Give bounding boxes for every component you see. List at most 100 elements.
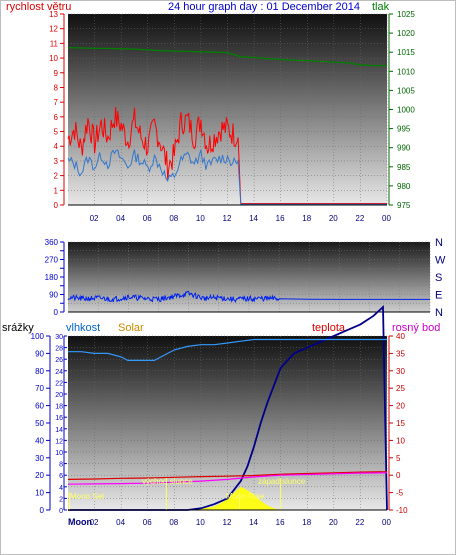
pressure-y-tick-label: 1000 xyxy=(397,106,415,115)
humidity-line xyxy=(68,338,387,361)
wind-y-tick-label: 2 xyxy=(54,172,59,181)
humidity-y-tick-label: 12 xyxy=(55,438,63,445)
wind-y-tick-label: 1 xyxy=(54,186,59,195)
compass-label-s: S xyxy=(435,272,442,284)
pressure-y-tick-label: 990 xyxy=(397,144,411,153)
rain-y-tick-label: 80 xyxy=(35,367,44,376)
humidity-y-tick-label: 10 xyxy=(55,450,63,457)
wind-x-tick-label: 04 xyxy=(116,214,125,223)
pressure-y-tick-label: 1005 xyxy=(397,86,415,95)
wind-x-tick-label: 08 xyxy=(169,214,178,223)
humidity-temp-axes: 0102030405060708090100024681012141618202… xyxy=(31,332,408,527)
humidity-x-tick-label: 20 xyxy=(329,518,338,527)
humidity-y-tick-label: 8 xyxy=(59,462,63,469)
wind-y-tick-label: 7 xyxy=(54,98,59,107)
rain-axis-title: srážky xyxy=(2,322,34,334)
direction-y-tick-label: 0 xyxy=(54,308,59,317)
compass-label-w: W xyxy=(435,255,446,267)
temperature-y-tick-label: 25 xyxy=(396,384,405,393)
pressure-y-tick-label: 975 xyxy=(397,201,411,210)
wind-average-line xyxy=(67,149,387,205)
direction-y-tick-label: 360 xyxy=(45,238,59,247)
humidity-y-tick-label: 28 xyxy=(55,346,63,353)
wind-y-tick-label: 10 xyxy=(49,54,58,63)
wind-axis-title: rychlost větru xyxy=(6,1,71,13)
humidity-x-tick-label: 10 xyxy=(196,518,205,527)
wind-x-tick-label: 02 xyxy=(90,214,99,223)
moon-set-label: Moon Set xyxy=(70,492,105,501)
wind-y-tick-label: 8 xyxy=(54,83,59,92)
temperature-y-tick-label: 5 xyxy=(396,454,401,463)
pressure-y-tick-label: 995 xyxy=(397,125,411,134)
humidity-axis-title: vlhkost xyxy=(66,322,100,334)
wind-pressure-series xyxy=(67,46,387,205)
rain-y-tick-label: 10 xyxy=(35,489,44,498)
wind-direction-grid xyxy=(68,241,431,313)
wind-x-tick-label: 20 xyxy=(329,214,338,223)
temperature-axis-title: teplota xyxy=(312,322,346,334)
compass-label-n: N xyxy=(435,237,443,249)
humidity-x-tick-label: 12 xyxy=(223,518,232,527)
humidity-y-tick-label: 26 xyxy=(55,357,63,364)
rain-y-tick-label: 20 xyxy=(35,471,44,480)
wind-x-tick-label: 10 xyxy=(196,214,205,223)
humidity-x-tick-label: 06 xyxy=(143,518,152,527)
temperature-y-tick-label: 30 xyxy=(396,367,405,376)
compass-label-n: N xyxy=(435,307,443,319)
humidity-y-tick-label: 6 xyxy=(59,473,63,480)
humidity-y-tick-label: 14 xyxy=(55,427,63,434)
pressure-axis-title: tlak xyxy=(372,1,390,13)
pressure-line xyxy=(67,46,387,67)
humidity-x-tick-label: 18 xyxy=(302,518,311,527)
wind-y-tick-label: 4 xyxy=(54,142,59,151)
wind-x-tick-label: 06 xyxy=(143,214,152,223)
pressure-y-tick-label: 1025 xyxy=(397,10,415,19)
rain-line xyxy=(68,304,388,511)
sunset-label: západ slunce xyxy=(258,477,306,486)
wind-y-tick-label: 9 xyxy=(54,69,59,78)
wind-gust-line xyxy=(67,106,387,204)
wind-y-tick-label: 12 xyxy=(49,25,58,34)
chart-title: 24 hour graph day : 01 December 2014 xyxy=(168,1,360,13)
rain-y-tick-label: 40 xyxy=(35,436,44,445)
pressure-y-tick-label: 1010 xyxy=(397,67,415,76)
temperature-y-tick-label: 0 xyxy=(396,471,401,480)
sunrise-label: východ slunce xyxy=(142,477,193,486)
pressure-y-tick-label: 985 xyxy=(397,163,411,172)
sun-moon-markers: Moon Set východ slunce Moon Rise západ s… xyxy=(68,477,306,510)
rain-y-tick-label: 50 xyxy=(35,419,44,428)
wind-pressure-grid xyxy=(68,13,388,206)
dewpoint-line xyxy=(67,472,388,485)
wind-x-tick-label: 22 xyxy=(355,214,364,223)
temperature-y-tick-label: -5 xyxy=(396,489,404,498)
humidity-x-tick-label: 04 xyxy=(116,518,125,527)
humidity-x-tick-label: 02 xyxy=(90,518,99,527)
temperature-y-tick-label: 20 xyxy=(396,402,405,411)
humidity-y-tick-label: 18 xyxy=(55,404,63,411)
wind-x-tick-label: 16 xyxy=(276,214,285,223)
humidity-x-tick-label: 08 xyxy=(169,518,178,527)
solar-legend: Solar xyxy=(118,322,144,334)
wind-pressure-axes: 0123456789101112139759809859909951000100… xyxy=(49,10,415,223)
humidity-y-tick-label: 24 xyxy=(55,369,63,376)
direction-y-tick-label: 180 xyxy=(45,273,59,282)
direction-y-tick-label: 90 xyxy=(49,291,58,300)
rain-y-tick-label: 0 xyxy=(40,506,45,515)
solar-area xyxy=(187,486,281,510)
wind-x-tick-label: 00 xyxy=(382,214,391,223)
wind-y-tick-label: 13 xyxy=(49,10,58,19)
moon-rise-label: Moon Rise xyxy=(226,492,265,501)
rain-y-tick-label: 90 xyxy=(35,349,44,358)
pressure-y-tick-label: 1020 xyxy=(397,29,415,38)
temperature-y-tick-label: 10 xyxy=(396,436,405,445)
wind-direction-line xyxy=(67,290,430,304)
wind-y-tick-label: 11 xyxy=(50,39,59,48)
rain-y-tick-label: 70 xyxy=(35,384,44,393)
wind-y-tick-label: 6 xyxy=(54,113,59,122)
wind-x-tick-label: 14 xyxy=(249,214,258,223)
wind-direction-axes: 0 90 180 270 360 xyxy=(45,238,430,317)
pressure-y-tick-label: 1015 xyxy=(397,48,415,57)
wind-x-tick-label: 12 xyxy=(223,214,232,223)
